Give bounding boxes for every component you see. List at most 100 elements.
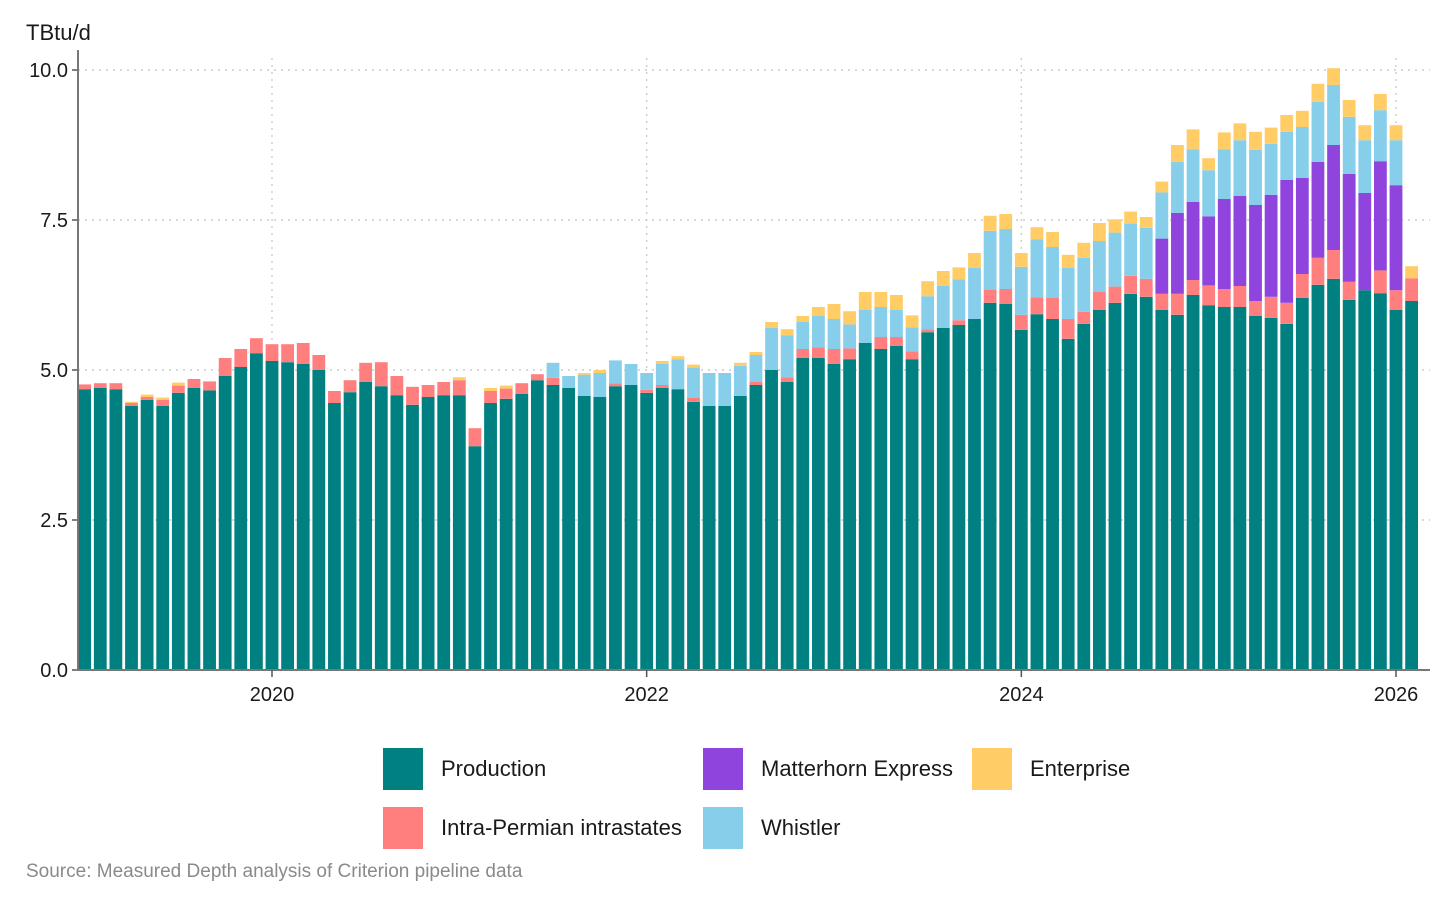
bar-segment-enterprise xyxy=(140,394,154,397)
bar-segment-intra-permian-intrastates xyxy=(1046,298,1059,319)
bar-segment-production xyxy=(1061,338,1075,670)
bar-segment-intra-permian-intrastates xyxy=(655,385,669,388)
bar-segment-matterhorn-express xyxy=(1373,161,1387,271)
legend-swatch-intra-permian xyxy=(383,807,423,849)
bar-segment-production xyxy=(609,386,622,670)
bar-segment-enterprise xyxy=(1202,158,1216,171)
bar-segment-production xyxy=(702,406,716,670)
bar-segment-whistler xyxy=(827,319,841,349)
bar-segment-whistler xyxy=(890,310,903,337)
bar-segment-intra-permian-intrastates xyxy=(187,379,201,388)
bar-segment-intra-permian-intrastates xyxy=(93,383,107,388)
bar-segment-enterprise xyxy=(796,316,810,322)
bar-segment-intra-permian-intrastates xyxy=(749,382,763,385)
bar-segment-enterprise xyxy=(687,364,700,368)
x-tick-label: 2020 xyxy=(250,684,295,706)
bar-segment-production xyxy=(234,367,248,670)
bar-segment-intra-permian-intrastates xyxy=(921,329,935,333)
legend-label-whistler: Whistler xyxy=(761,815,841,840)
bar-segment-enterprise xyxy=(968,253,981,268)
bar-segment-whistler xyxy=(905,327,919,352)
bar-segment-production xyxy=(93,388,107,670)
bar-segment-production xyxy=(905,359,919,670)
bar-segment-whistler xyxy=(1264,143,1278,195)
bar-segment-production xyxy=(171,392,185,670)
bar-segment-production xyxy=(1186,295,1200,670)
bar-segment-enterprise xyxy=(858,292,872,310)
bar-segment-production xyxy=(1139,296,1153,670)
bar-segment-enterprise xyxy=(1014,253,1028,267)
bar-segment-enterprise xyxy=(890,295,903,310)
bar-segment-whistler xyxy=(968,268,981,319)
bar-segment-production xyxy=(1124,293,1138,670)
bar-segment-production xyxy=(437,395,451,670)
bar-segment-matterhorn-express xyxy=(1327,145,1340,250)
bar-segment-production xyxy=(249,353,263,670)
bar-segment-whistler xyxy=(1108,232,1122,287)
bar-segment-whistler xyxy=(702,373,716,406)
bar-segment-intra-permian-intrastates xyxy=(359,362,373,382)
bar-segment-production xyxy=(328,403,341,670)
bar-segment-enterprise xyxy=(1155,181,1169,193)
bar-segment-enterprise xyxy=(905,315,919,328)
bar-segment-whistler xyxy=(546,362,560,378)
bar-segment-whistler xyxy=(593,373,607,397)
bar-segment-production xyxy=(1389,310,1403,670)
bar-segment-intra-permian-intrastates xyxy=(1124,275,1138,294)
bar-segment-whistler xyxy=(843,324,857,349)
bar-segment-intra-permian-intrastates xyxy=(125,403,138,406)
bar-segment-intra-permian-intrastates xyxy=(140,397,154,400)
bar-segment-intra-permian-intrastates xyxy=(265,344,279,361)
bar-segment-intra-permian-intrastates xyxy=(1311,257,1325,285)
bar-segment-production xyxy=(593,397,607,670)
bar-segment-production xyxy=(546,385,560,670)
bar-segment-production xyxy=(390,395,404,670)
bar-segment-enterprise xyxy=(171,382,185,386)
bar-segment-enterprise xyxy=(1233,123,1247,141)
bar-segment-intra-permian-intrastates xyxy=(234,349,248,367)
bar-segment-production xyxy=(1373,293,1387,670)
bar-segment-intra-permian-intrastates xyxy=(827,349,841,364)
bar-segment-matterhorn-express xyxy=(1280,179,1294,303)
bar-segment-production xyxy=(936,328,950,670)
bar-segment-whistler xyxy=(1373,110,1387,162)
bar-segment-intra-permian-intrastates xyxy=(296,343,310,364)
bar-segment-production xyxy=(265,361,279,670)
bar-segment-enterprise xyxy=(1124,211,1138,224)
bar-segment-production xyxy=(78,389,92,670)
bar-segment-production xyxy=(499,398,513,670)
bar-segment-whistler xyxy=(1077,257,1091,312)
bar-segment-whistler xyxy=(858,310,872,343)
bar-segment-enterprise xyxy=(765,322,778,328)
bar-segment-intra-permian-intrastates xyxy=(1202,285,1216,306)
bar-segment-matterhorn-express xyxy=(1217,199,1231,289)
bar-segment-whistler xyxy=(874,307,888,337)
bar-segment-whistler xyxy=(624,364,638,385)
bar-segment-production xyxy=(952,325,966,670)
bar-segment-enterprise xyxy=(593,370,607,373)
bar-segment-intra-permian-intrastates xyxy=(1233,286,1247,307)
bar-segment-enterprise xyxy=(749,352,763,355)
bar-segment-whistler xyxy=(999,229,1013,289)
bar-segment-production xyxy=(1171,314,1184,670)
bar-segment-production xyxy=(827,364,841,670)
bar-segment-enterprise xyxy=(1139,217,1153,228)
bar-segment-intra-permian-intrastates xyxy=(499,388,513,399)
bar-segment-production xyxy=(733,395,747,670)
bar-segment-enterprise xyxy=(1046,232,1059,247)
bar-segment-enterprise xyxy=(1405,266,1419,279)
bar-segment-matterhorn-express xyxy=(1358,193,1372,291)
bar-segment-intra-permian-intrastates xyxy=(1186,280,1200,295)
bar-segment-intra-permian-intrastates xyxy=(484,391,497,403)
bar-segment-production xyxy=(109,389,123,670)
bar-segment-whistler xyxy=(1046,247,1059,298)
bar-segment-enterprise xyxy=(125,401,138,403)
bar-segment-whistler xyxy=(1280,131,1294,180)
bar-segment-intra-permian-intrastates xyxy=(1264,296,1278,318)
bar-segment-intra-permian-intrastates xyxy=(1327,250,1340,279)
bar-segment-whistler xyxy=(655,364,669,385)
bar-segment-intra-permian-intrastates xyxy=(515,383,529,394)
bar-segment-intra-permian-intrastates xyxy=(1077,311,1091,324)
bar-segment-production xyxy=(1295,298,1309,670)
y-axis-label: TBtu/d xyxy=(26,20,91,45)
